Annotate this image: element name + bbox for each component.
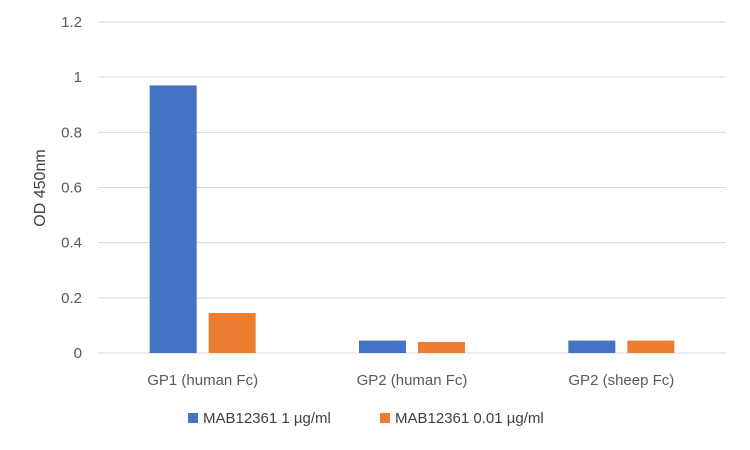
bar-series2-1	[208, 313, 256, 353]
gridlines	[98, 21, 726, 354]
y-tick-label: 1	[74, 69, 82, 86]
y-tick-label: 0.8	[61, 124, 82, 141]
bar-series1-3	[568, 340, 616, 353]
y-tick-label: 0.6	[61, 180, 82, 197]
y-tick-label: 0	[74, 345, 82, 362]
y-tick-label: 1.2	[61, 14, 82, 31]
bar-series2-3	[627, 340, 675, 353]
x-tick-label: GP1 (human Fc)	[147, 372, 258, 389]
legend-label: MAB12361 1 µg/ml	[203, 410, 331, 427]
y-axis-title: OD 450nm	[32, 149, 49, 226]
x-tick-label: GP2 (sheep Fc)	[568, 372, 674, 389]
legend-label: MAB12361 0.01 µg/ml	[395, 410, 544, 427]
y-tick-label: 0.2	[61, 290, 82, 307]
y-tick-label: 0.4	[61, 235, 82, 252]
bars	[149, 85, 675, 354]
bar-series1-1	[149, 85, 197, 354]
x-tick-label: GP2 (human Fc)	[357, 372, 468, 389]
bar-series2-2	[418, 341, 465, 353]
x-axis-ticks: GP1 (human Fc) GP2 (human Fc) GP2 (sheep F…	[147, 372, 674, 389]
legend-swatch	[380, 413, 390, 423]
bar-series1-2	[359, 340, 406, 353]
legend-swatch	[188, 413, 198, 423]
legend: MAB12361 1 µg/ml MAB12361 0.01 µg/ml	[188, 410, 544, 427]
y-axis-ticks: 0 0.2 0.4 0.6 0.8 1 1.2	[61, 14, 82, 362]
